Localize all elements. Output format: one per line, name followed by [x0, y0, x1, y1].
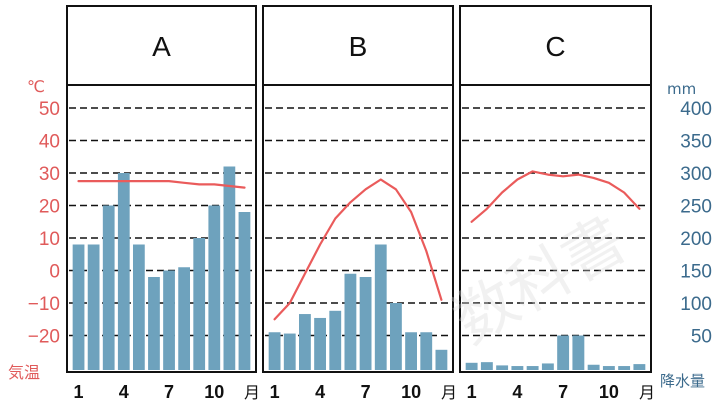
- panel-title-A: A: [152, 31, 171, 62]
- precip-bar-B-9: [390, 303, 402, 370]
- precip-axis-label: 降水量: [660, 372, 705, 390]
- panel-title-C: C: [545, 31, 565, 62]
- month-tick: 7: [164, 382, 174, 402]
- month-tick: 4: [315, 382, 325, 402]
- precip-tick: 300: [680, 164, 712, 185]
- month-tick: 10: [599, 382, 619, 402]
- month-tick: 10: [401, 382, 421, 402]
- panel-titles: A B C: [152, 31, 565, 62]
- precip-bar-C-4: [511, 366, 524, 370]
- precip-bar-B-4: [314, 317, 326, 370]
- precip-bar-B-2: [283, 333, 296, 370]
- precip-bar-A-3: [102, 205, 115, 370]
- precip-bar-B-12: [435, 349, 448, 370]
- precip-bar-C-1: [465, 362, 478, 370]
- temp-tick: −20: [28, 327, 60, 348]
- grid-lines: [69, 107, 649, 337]
- precip-bar-A-11: [223, 166, 236, 370]
- temperature-line-C: [470, 170, 641, 223]
- precip-bar-A-8: [178, 267, 191, 370]
- precip-bar-A-12: [238, 212, 251, 370]
- precip-bar-C-7: [557, 335, 570, 370]
- precip-bar-C-6: [541, 363, 554, 370]
- precip-bar-B-10: [405, 332, 417, 370]
- temp-tick: 10: [39, 229, 60, 250]
- precip-bar-A-5: [132, 244, 145, 370]
- precip-bar-B-6: [344, 273, 357, 370]
- month-tick: 1: [74, 382, 84, 402]
- precip-bar-C-11: [618, 366, 631, 370]
- panel-frame-A: [66, 5, 257, 373]
- panel-frames: [66, 5, 652, 373]
- precip-bar-A-2: [87, 244, 100, 370]
- temp-tick: 0: [49, 262, 60, 283]
- month-tick: 4: [119, 382, 129, 402]
- precip-tick: 100: [680, 294, 712, 315]
- temp-tick: 50: [39, 99, 60, 120]
- month-axis-label: 月: [441, 383, 457, 402]
- precip-unit-label: mm: [667, 80, 696, 98]
- precip-tick: 150: [680, 262, 712, 283]
- month-axis-label: 月: [639, 383, 655, 402]
- temp-axis-label: 気温: [8, 363, 40, 382]
- temp-tick: 40: [39, 132, 60, 153]
- precipitation-bars: [72, 166, 646, 370]
- temperature-line-B: [273, 178, 443, 321]
- panel-title-B: B: [349, 31, 368, 62]
- precip-bar-A-1: [72, 244, 85, 370]
- panel-frame-B: [262, 5, 454, 373]
- precip-bar-C-3: [496, 365, 509, 370]
- precip-tick: 50: [691, 327, 712, 348]
- month-tick: 7: [558, 382, 568, 402]
- precip-bar-B-8: [374, 244, 387, 370]
- precip-tick-labels: 400 350 300 250 200 150 100 50: [680, 99, 712, 348]
- precip-bar-A-9: [193, 238, 206, 370]
- precip-bar-C-10: [602, 366, 615, 370]
- temp-tick-labels: 50 40 30 20 10 0 −10 −20: [28, 99, 60, 348]
- temp-unit-label: ℃: [27, 77, 45, 96]
- precip-bar-B-1: [268, 332, 281, 370]
- temperature-line-A: [77, 180, 246, 189]
- temp-tick: 30: [39, 164, 60, 185]
- precip-tick: 350: [680, 132, 712, 153]
- precip-bar-C-8: [572, 335, 585, 370]
- month-tick: 1: [467, 382, 477, 402]
- panel-frame-C: [459, 5, 652, 373]
- month-tick: 10: [204, 382, 224, 402]
- precip-bar-A-6: [148, 277, 160, 370]
- temp-tick: 20: [39, 197, 60, 218]
- month-axis-label: 月: [244, 383, 260, 402]
- precip-bar-B-7: [359, 277, 372, 370]
- temp-tick: −10: [28, 294, 60, 315]
- month-tick: 7: [361, 382, 371, 402]
- precip-bar-C-5: [526, 366, 539, 370]
- precip-bar-A-7: [163, 270, 175, 370]
- precip-tick: 400: [680, 99, 712, 120]
- precip-tick: 200: [680, 229, 712, 250]
- temperature-lines: [77, 170, 641, 321]
- precip-bar-C-2: [480, 362, 493, 370]
- watermark-text: 数科書: [441, 202, 639, 358]
- precip-bar-C-9: [587, 364, 600, 370]
- precip-bar-A-10: [208, 205, 221, 370]
- month-tick-labels: 1 4 7 10 月 1 4 7 10 月 1 4 7 10 月: [74, 382, 655, 402]
- month-tick: 4: [512, 382, 522, 402]
- precip-bar-C-12: [633, 364, 646, 370]
- precip-bar-A-4: [117, 173, 130, 370]
- month-tick: 1: [270, 382, 280, 402]
- precip-bar-B-5: [329, 310, 342, 370]
- precip-bar-B-3: [299, 314, 311, 370]
- precip-bar-B-11: [420, 332, 433, 370]
- precip-tick: 250: [680, 197, 712, 218]
